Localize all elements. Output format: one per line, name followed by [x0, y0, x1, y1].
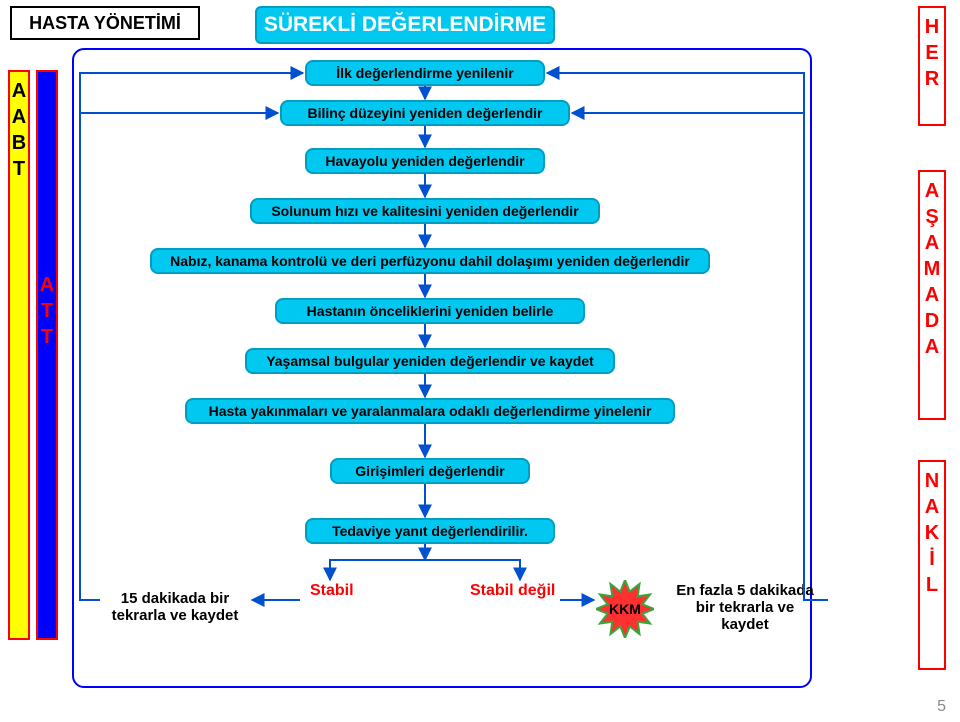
step-5: Nabız, kanama kontrolü ve deri perfüzyon…: [150, 248, 710, 274]
step-3: Havayolu yeniden değerlendir: [305, 148, 545, 174]
step-1: İlk değerlendirme yenilenir: [305, 60, 545, 86]
main-title: SÜREKLİ DEĞERLENDİRME: [255, 6, 555, 44]
step-6: Hastanın önceliklerini yeniden belirle: [275, 298, 585, 324]
header-title: HASTA YÖNETİMİ: [10, 6, 200, 40]
page-number: 5: [937, 698, 946, 716]
sidebar-asamada: AŞAMADA: [918, 170, 946, 420]
sidebar-her: HER: [918, 6, 946, 126]
label-stabil-degil: Stabil değil: [470, 582, 555, 600]
kkm-badge: KKM: [596, 580, 654, 638]
label-right-note: En fazla 5 dakikadabir tekrarla vekaydet: [660, 582, 830, 633]
step-9: Girişimleri değerlendir: [330, 458, 530, 484]
label-left-note: 15 dakikada birtekrarla ve kaydet: [100, 590, 250, 624]
label-stabil: Stabil: [310, 582, 354, 600]
step-7: Yaşamsal bulgular yeniden değerlendir ve…: [245, 348, 615, 374]
step-2: Bilinç düzeyini yeniden değerlendir: [280, 100, 570, 126]
step-4: Solunum hızı ve kalitesini yeniden değer…: [250, 198, 600, 224]
step-8: Hasta yakınmaları ve yaralanmalara odakl…: [185, 398, 675, 424]
sidebar-nakil: NAKİL: [918, 460, 946, 670]
sidebar-aabt: AABT: [8, 70, 30, 640]
sidebar-att: ATT: [36, 70, 58, 640]
step-10: Tedaviye yanıt değerlendirilir.: [305, 518, 555, 544]
kkm-label: KKM: [609, 601, 641, 617]
